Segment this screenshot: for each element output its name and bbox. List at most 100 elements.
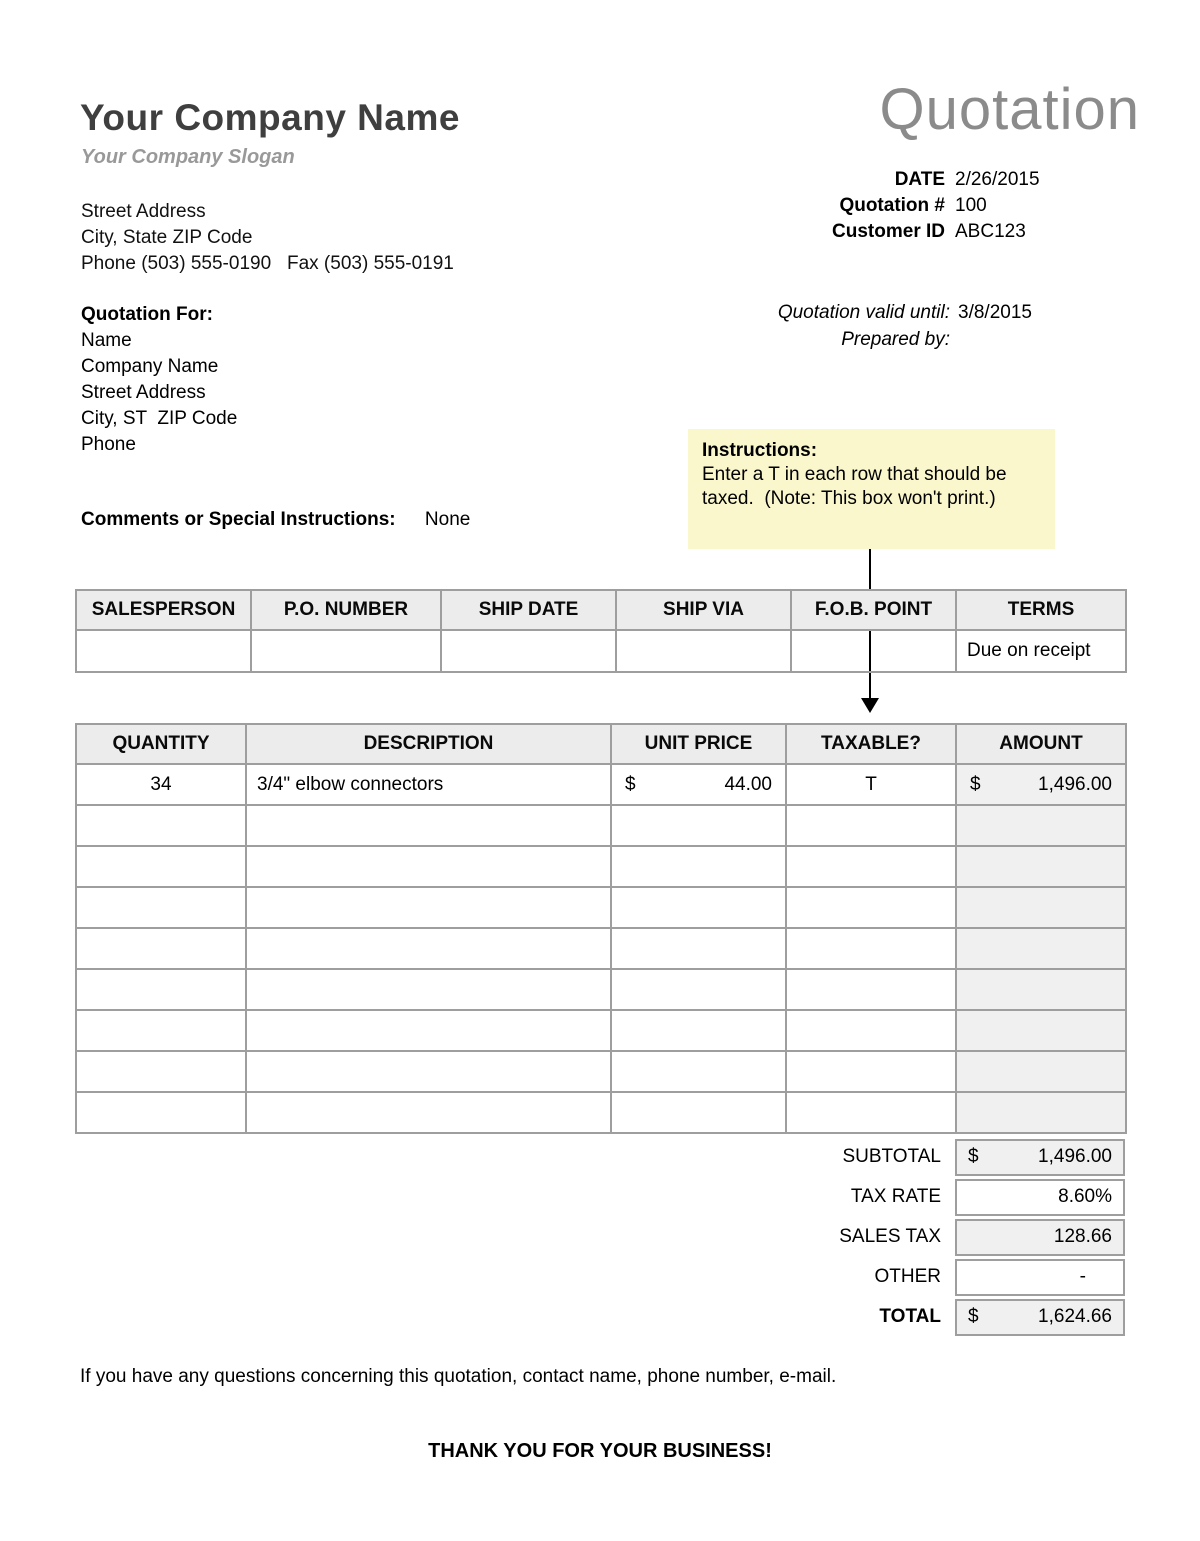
prepared-by-label: Prepared by: xyxy=(841,329,950,350)
unit-price-cell[interactable] xyxy=(610,1009,787,1052)
customer-id-value[interactable]: ABC123 xyxy=(955,221,1026,242)
amount-cell[interactable] xyxy=(955,804,1127,847)
recipient-name[interactable]: Name xyxy=(81,330,132,351)
amount-cell[interactable] xyxy=(955,1091,1127,1134)
total-label: TOTAL xyxy=(879,1306,941,1327)
taxable-cell[interactable] xyxy=(785,845,957,888)
amount-cell[interactable] xyxy=(955,1050,1127,1093)
sales-tax-label: SALES TAX xyxy=(839,1226,941,1247)
empty-item-row xyxy=(75,1050,1127,1093)
quantity-cell[interactable] xyxy=(75,804,247,847)
recipient-phone[interactable]: Phone xyxy=(81,434,136,455)
ship-via-cell[interactable] xyxy=(615,629,792,673)
taxable-cell[interactable] xyxy=(785,1009,957,1052)
empty-item-row xyxy=(75,804,1127,847)
quotation-meta: DATE 2/26/2015 Quotation # 100 Customer … xyxy=(640,169,1120,247)
unit-price-cell[interactable] xyxy=(610,1091,787,1134)
amount-cell[interactable] xyxy=(955,886,1127,929)
valid-until-label: Quotation valid until: xyxy=(777,302,950,323)
description-cell[interactable] xyxy=(245,845,612,888)
description-cell[interactable] xyxy=(245,804,612,847)
quotation-for-block: Quotation For: Name Company Name Street … xyxy=(81,302,237,458)
description-cell[interactable]: 3/4" elbow connectors xyxy=(245,763,612,806)
unit-price-cell[interactable] xyxy=(610,968,787,1011)
salesperson-cell[interactable] xyxy=(75,629,252,673)
empty-item-row xyxy=(75,1009,1127,1052)
quantity-cell[interactable] xyxy=(75,845,247,888)
description-cell[interactable] xyxy=(245,1009,612,1052)
amount-header: AMOUNT xyxy=(955,723,1127,765)
quantity-cell[interactable] xyxy=(75,968,247,1011)
empty-item-row xyxy=(75,1091,1127,1134)
instructions-body: Enter a T in each row that should be tax… xyxy=(702,464,1012,509)
taxable-cell[interactable]: T xyxy=(785,763,957,806)
sales-tax-value: 128.66 xyxy=(1053,1226,1112,1247)
page-title: Quotation xyxy=(879,77,1140,142)
taxable-cell[interactable] xyxy=(785,1050,957,1093)
quantity-cell[interactable] xyxy=(75,1009,247,1052)
taxable-cell[interactable] xyxy=(785,804,957,847)
empty-item-row xyxy=(75,927,1127,970)
validity-block: Quotation valid until: 3/8/2015 Prepared… xyxy=(640,302,1120,356)
subtotal-value: 1,496.00 xyxy=(1038,1146,1112,1167)
tax-rate-value: 8.60% xyxy=(1058,1186,1112,1207)
amount-currency: $ xyxy=(970,773,981,795)
valid-until-value[interactable]: 3/8/2015 xyxy=(958,302,1032,323)
quotation-number-value[interactable]: 100 xyxy=(955,195,987,216)
company-name: Your Company Name xyxy=(80,97,460,138)
po-number-cell[interactable] xyxy=(250,629,442,673)
ship-date-header: SHIP DATE xyxy=(440,589,617,631)
amount-cell[interactable]: $ 1,496.00 xyxy=(955,763,1127,806)
description-cell[interactable] xyxy=(245,1091,612,1134)
recipient-street[interactable]: Street Address xyxy=(81,382,206,403)
description-cell[interactable] xyxy=(245,927,612,970)
subtotal-label: SUBTOTAL xyxy=(842,1146,941,1167)
amount-cell[interactable] xyxy=(955,968,1127,1011)
subtotal-row: SUBTOTAL $ 1,496.00 xyxy=(75,1137,1125,1177)
taxable-header: TAXABLE? xyxy=(785,723,957,765)
meta-row-customer-id: Customer ID ABC123 xyxy=(640,221,1120,247)
date-value[interactable]: 2/26/2015 xyxy=(955,169,1040,190)
quantity-cell[interactable]: 34 xyxy=(75,763,247,806)
other-box[interactable]: - xyxy=(955,1258,1125,1296)
taxable-cell[interactable] xyxy=(785,886,957,929)
items-header-row: QUANTITY DESCRIPTION UNIT PRICE TAXABLE?… xyxy=(75,723,1127,765)
date-label: DATE xyxy=(894,169,945,190)
recipient-city[interactable]: City, ST ZIP Code xyxy=(81,408,238,429)
taxable-cell[interactable] xyxy=(785,968,957,1011)
amount-cell[interactable] xyxy=(955,1009,1127,1052)
quantity-cell[interactable] xyxy=(75,886,247,929)
comments-line: Comments or Special Instructions: None xyxy=(81,509,470,531)
quantity-cell[interactable] xyxy=(75,927,247,970)
quantity-cell[interactable] xyxy=(75,1050,247,1093)
unit-price-cell[interactable] xyxy=(610,927,787,970)
unit-price-cell[interactable] xyxy=(610,804,787,847)
description-cell[interactable] xyxy=(245,1050,612,1093)
unit-price-cell[interactable] xyxy=(610,886,787,929)
empty-item-row xyxy=(75,968,1127,1011)
unit-price-cell[interactable] xyxy=(610,845,787,888)
ship-date-cell[interactable] xyxy=(440,629,617,673)
meta-row-date: DATE 2/26/2015 xyxy=(640,169,1120,195)
comments-value[interactable]: None xyxy=(424,509,471,530)
quantity-cell[interactable] xyxy=(75,1091,247,1134)
total-row: TOTAL $ 1,624.66 xyxy=(75,1297,1125,1337)
taxable-cell[interactable] xyxy=(785,1091,957,1134)
arrow-head xyxy=(861,698,879,713)
shipping-header-row: SALESPERSON P.O. NUMBER SHIP DATE SHIP V… xyxy=(75,589,1127,631)
taxable-cell[interactable] xyxy=(785,927,957,970)
amount-cell[interactable] xyxy=(955,845,1127,888)
recipient-company[interactable]: Company Name xyxy=(81,356,219,377)
amount-cell[interactable] xyxy=(955,927,1127,970)
tax-rate-box[interactable]: 8.60% xyxy=(955,1178,1125,1216)
quotation-for-heading: Quotation For: xyxy=(81,304,213,325)
description-cell[interactable] xyxy=(245,886,612,929)
meta-row-quotation-number: Quotation # 100 xyxy=(640,195,1120,221)
other-value: - xyxy=(1079,1266,1086,1287)
description-cell[interactable] xyxy=(245,968,612,1011)
unit-price-cell[interactable] xyxy=(610,1050,787,1093)
unit-price-cell[interactable]: $ 44.00 xyxy=(610,763,787,806)
total-box: $ 1,624.66 xyxy=(955,1298,1125,1336)
terms-cell[interactable]: Due on receipt xyxy=(955,629,1127,673)
fob-point-cell[interactable] xyxy=(790,629,957,673)
